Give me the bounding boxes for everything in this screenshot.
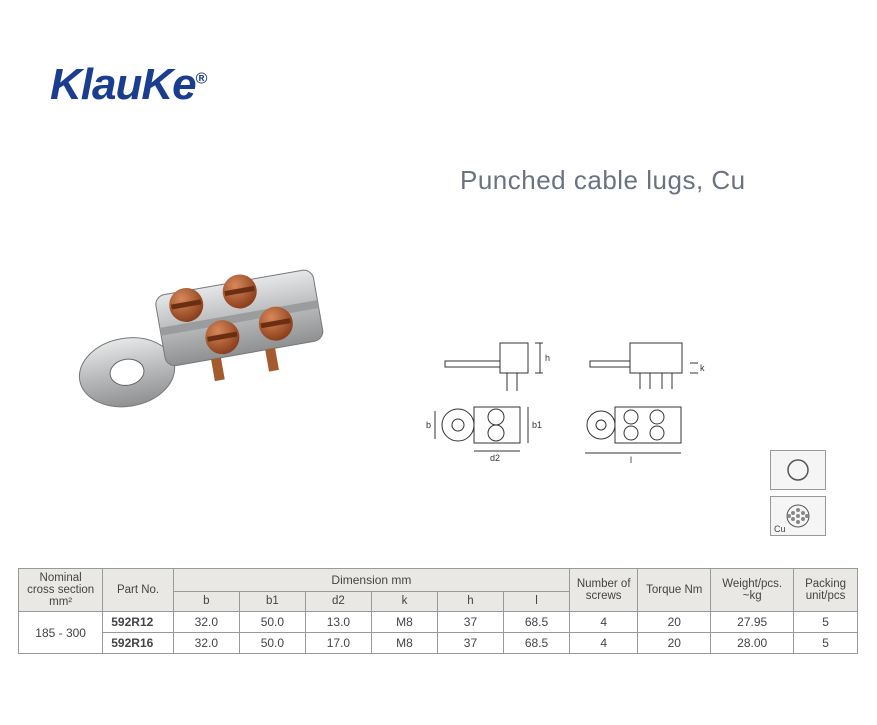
- cell-cross-section: 185 - 300: [19, 612, 103, 654]
- cell-torque: 20: [638, 633, 711, 654]
- col-partno: Part No.: [103, 569, 174, 612]
- table-row: 592R16 32.0 50.0 17.0 M8 37 68.5 4 20 28…: [19, 633, 858, 654]
- col-d2: d2: [305, 591, 371, 611]
- col-b1: b1: [239, 591, 305, 611]
- col-torque: Torque Nm: [638, 569, 711, 612]
- spec-table: Nominal cross section mm² Part No. Dimen…: [18, 568, 858, 654]
- cell-d2: 13.0: [305, 612, 371, 633]
- product-illustration: [50, 240, 360, 410]
- cell-l: 68.5: [503, 612, 569, 633]
- col-l: l: [503, 591, 569, 611]
- brand-logo: KlauKe®: [50, 60, 206, 110]
- svg-text:b: b: [426, 420, 431, 430]
- cell-pack: 5: [794, 612, 858, 633]
- cell-d2: 17.0: [305, 633, 371, 654]
- cell-weight: 28.00: [711, 633, 794, 654]
- svg-text:h: h: [545, 353, 550, 363]
- svg-text:b1: b1: [532, 420, 542, 430]
- cell-h: 37: [437, 612, 503, 633]
- cell-k: M8: [371, 612, 437, 633]
- cell-partno: 592R12: [103, 612, 174, 633]
- conductor-icon-label: Cu: [774, 524, 786, 534]
- svg-text:l: l: [630, 455, 632, 465]
- col-h: h: [437, 591, 503, 611]
- cell-weight: 27.95: [711, 612, 794, 633]
- page-title: Punched cable lugs, Cu: [460, 165, 746, 196]
- table-row: 185 - 300 592R12 32.0 50.0 13.0 M8 37 68…: [19, 612, 858, 633]
- brand-text: KlauKe: [50, 60, 196, 109]
- cell-k: M8: [371, 633, 437, 654]
- col-b: b: [173, 591, 239, 611]
- col-weight: Weight/pcs. ~kg: [711, 569, 794, 612]
- cell-pack: 5: [794, 633, 858, 654]
- col-packing: Packing unit/pcs: [794, 569, 858, 612]
- cell-b: 32.0: [173, 633, 239, 654]
- dimension-diagrams: h d2 b1 b: [420, 335, 720, 495]
- svg-text:d2: d2: [490, 453, 500, 463]
- conductor-icons: Cu: [770, 450, 835, 542]
- cell-screws: 4: [570, 612, 638, 633]
- svg-text:k: k: [700, 363, 705, 373]
- cell-b: 32.0: [173, 612, 239, 633]
- cell-partno: 592R16: [103, 633, 174, 654]
- cell-h: 37: [437, 633, 503, 654]
- cell-b1: 50.0: [239, 633, 305, 654]
- conductor-icon-stranded: Cu: [770, 496, 826, 536]
- cell-b1: 50.0: [239, 612, 305, 633]
- registered-mark: ®: [196, 70, 207, 87]
- cell-l: 68.5: [503, 633, 569, 654]
- cell-screws: 4: [570, 633, 638, 654]
- col-cross-section: Nominal cross section mm²: [19, 569, 103, 612]
- col-screws: Number of screws: [570, 569, 638, 612]
- col-k: k: [371, 591, 437, 611]
- cell-torque: 20: [638, 612, 711, 633]
- conductor-icon-solid: [770, 450, 826, 490]
- col-dimension-group: Dimension mm: [173, 569, 569, 592]
